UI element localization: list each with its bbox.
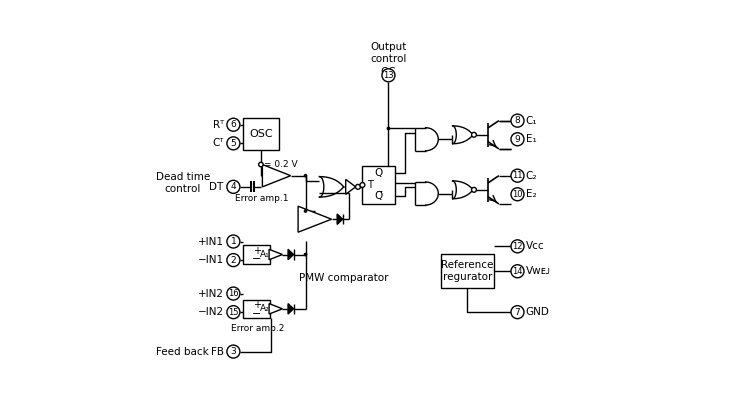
Circle shape: [355, 185, 361, 189]
Text: 11: 11: [512, 171, 523, 180]
Text: 12: 12: [512, 242, 523, 251]
Polygon shape: [263, 164, 291, 187]
Circle shape: [227, 118, 240, 131]
Text: Error amp.1: Error amp.1: [236, 194, 289, 203]
Text: Dead time
control: Dead time control: [156, 172, 210, 194]
Text: 5: 5: [230, 139, 236, 148]
Bar: [244, 245, 270, 264]
Circle shape: [360, 183, 365, 187]
Text: Reference
regurator: Reference regurator: [442, 261, 494, 282]
Polygon shape: [269, 249, 283, 260]
Text: 6: 6: [230, 120, 236, 129]
Circle shape: [511, 133, 524, 146]
Text: +: +: [253, 246, 261, 256]
Text: A₂: A₂: [260, 304, 270, 313]
Circle shape: [511, 265, 524, 278]
Circle shape: [227, 235, 240, 248]
Text: Cᵀ: Cᵀ: [213, 138, 224, 148]
Text: FB: FB: [210, 346, 224, 356]
Circle shape: [511, 306, 524, 319]
Text: 13: 13: [383, 71, 394, 80]
Text: OSC: OSC: [250, 129, 273, 139]
Circle shape: [304, 174, 308, 177]
Text: Error amp.2: Error amp.2: [230, 324, 284, 333]
Text: 15: 15: [228, 308, 238, 317]
Text: Vᴄᴄ: Vᴄᴄ: [526, 241, 545, 251]
Text: C₁: C₁: [526, 116, 537, 126]
Circle shape: [227, 137, 240, 150]
Text: Rᵀ: Rᵀ: [213, 120, 224, 130]
Text: T: T: [367, 180, 373, 190]
Text: 3: 3: [230, 347, 236, 356]
Text: −: −: [252, 308, 261, 319]
Text: 16: 16: [228, 289, 238, 298]
Circle shape: [227, 287, 240, 300]
Circle shape: [511, 169, 524, 182]
Circle shape: [227, 306, 240, 319]
Polygon shape: [298, 206, 331, 232]
Circle shape: [382, 69, 395, 82]
Text: Feed back: Feed back: [157, 346, 209, 356]
Circle shape: [472, 187, 476, 192]
Text: E₁: E₁: [526, 134, 537, 144]
Circle shape: [227, 253, 240, 267]
Text: −: −: [252, 254, 261, 265]
Text: = 0.2 V: = 0.2 V: [264, 160, 297, 169]
Circle shape: [227, 180, 240, 193]
Text: Output
control
OC: Output control OC: [370, 42, 406, 76]
Text: E₂: E₂: [526, 189, 537, 199]
Text: +IN2: +IN2: [198, 289, 224, 299]
Text: Vᴡᴇᴊ: Vᴡᴇᴊ: [526, 266, 551, 276]
Circle shape: [227, 345, 240, 358]
Polygon shape: [288, 249, 294, 260]
Polygon shape: [346, 179, 355, 194]
Circle shape: [304, 253, 308, 256]
Bar: [244, 118, 279, 150]
Text: +IN1: +IN1: [198, 236, 224, 246]
Polygon shape: [337, 214, 343, 225]
Circle shape: [386, 127, 390, 130]
Text: 9: 9: [514, 135, 520, 144]
Text: −IN1: −IN1: [197, 255, 224, 265]
Polygon shape: [288, 304, 294, 314]
Circle shape: [511, 114, 524, 127]
Text: C₂: C₂: [526, 171, 537, 181]
Text: 14: 14: [512, 267, 523, 276]
Text: −IN2: −IN2: [197, 307, 224, 317]
Text: GND: GND: [526, 307, 550, 317]
Bar: [244, 299, 270, 318]
Text: 1: 1: [230, 237, 236, 246]
Circle shape: [511, 188, 524, 201]
Text: DT: DT: [210, 182, 224, 192]
Text: 2: 2: [230, 255, 236, 265]
Bar: [441, 254, 495, 288]
Text: 8: 8: [514, 116, 520, 125]
Text: 10: 10: [512, 190, 523, 199]
Circle shape: [258, 162, 263, 167]
Bar: [362, 166, 395, 204]
Text: A₁: A₁: [260, 250, 270, 259]
Text: PMW comparator: PMW comparator: [300, 273, 389, 283]
Polygon shape: [269, 304, 283, 314]
Text: Q̅: Q̅: [375, 191, 383, 201]
Text: Q: Q: [375, 168, 383, 178]
Text: 7: 7: [514, 308, 520, 317]
Circle shape: [511, 240, 524, 253]
Circle shape: [304, 209, 308, 213]
Text: +: +: [253, 300, 261, 310]
Circle shape: [472, 132, 476, 137]
Text: 4: 4: [230, 182, 236, 191]
